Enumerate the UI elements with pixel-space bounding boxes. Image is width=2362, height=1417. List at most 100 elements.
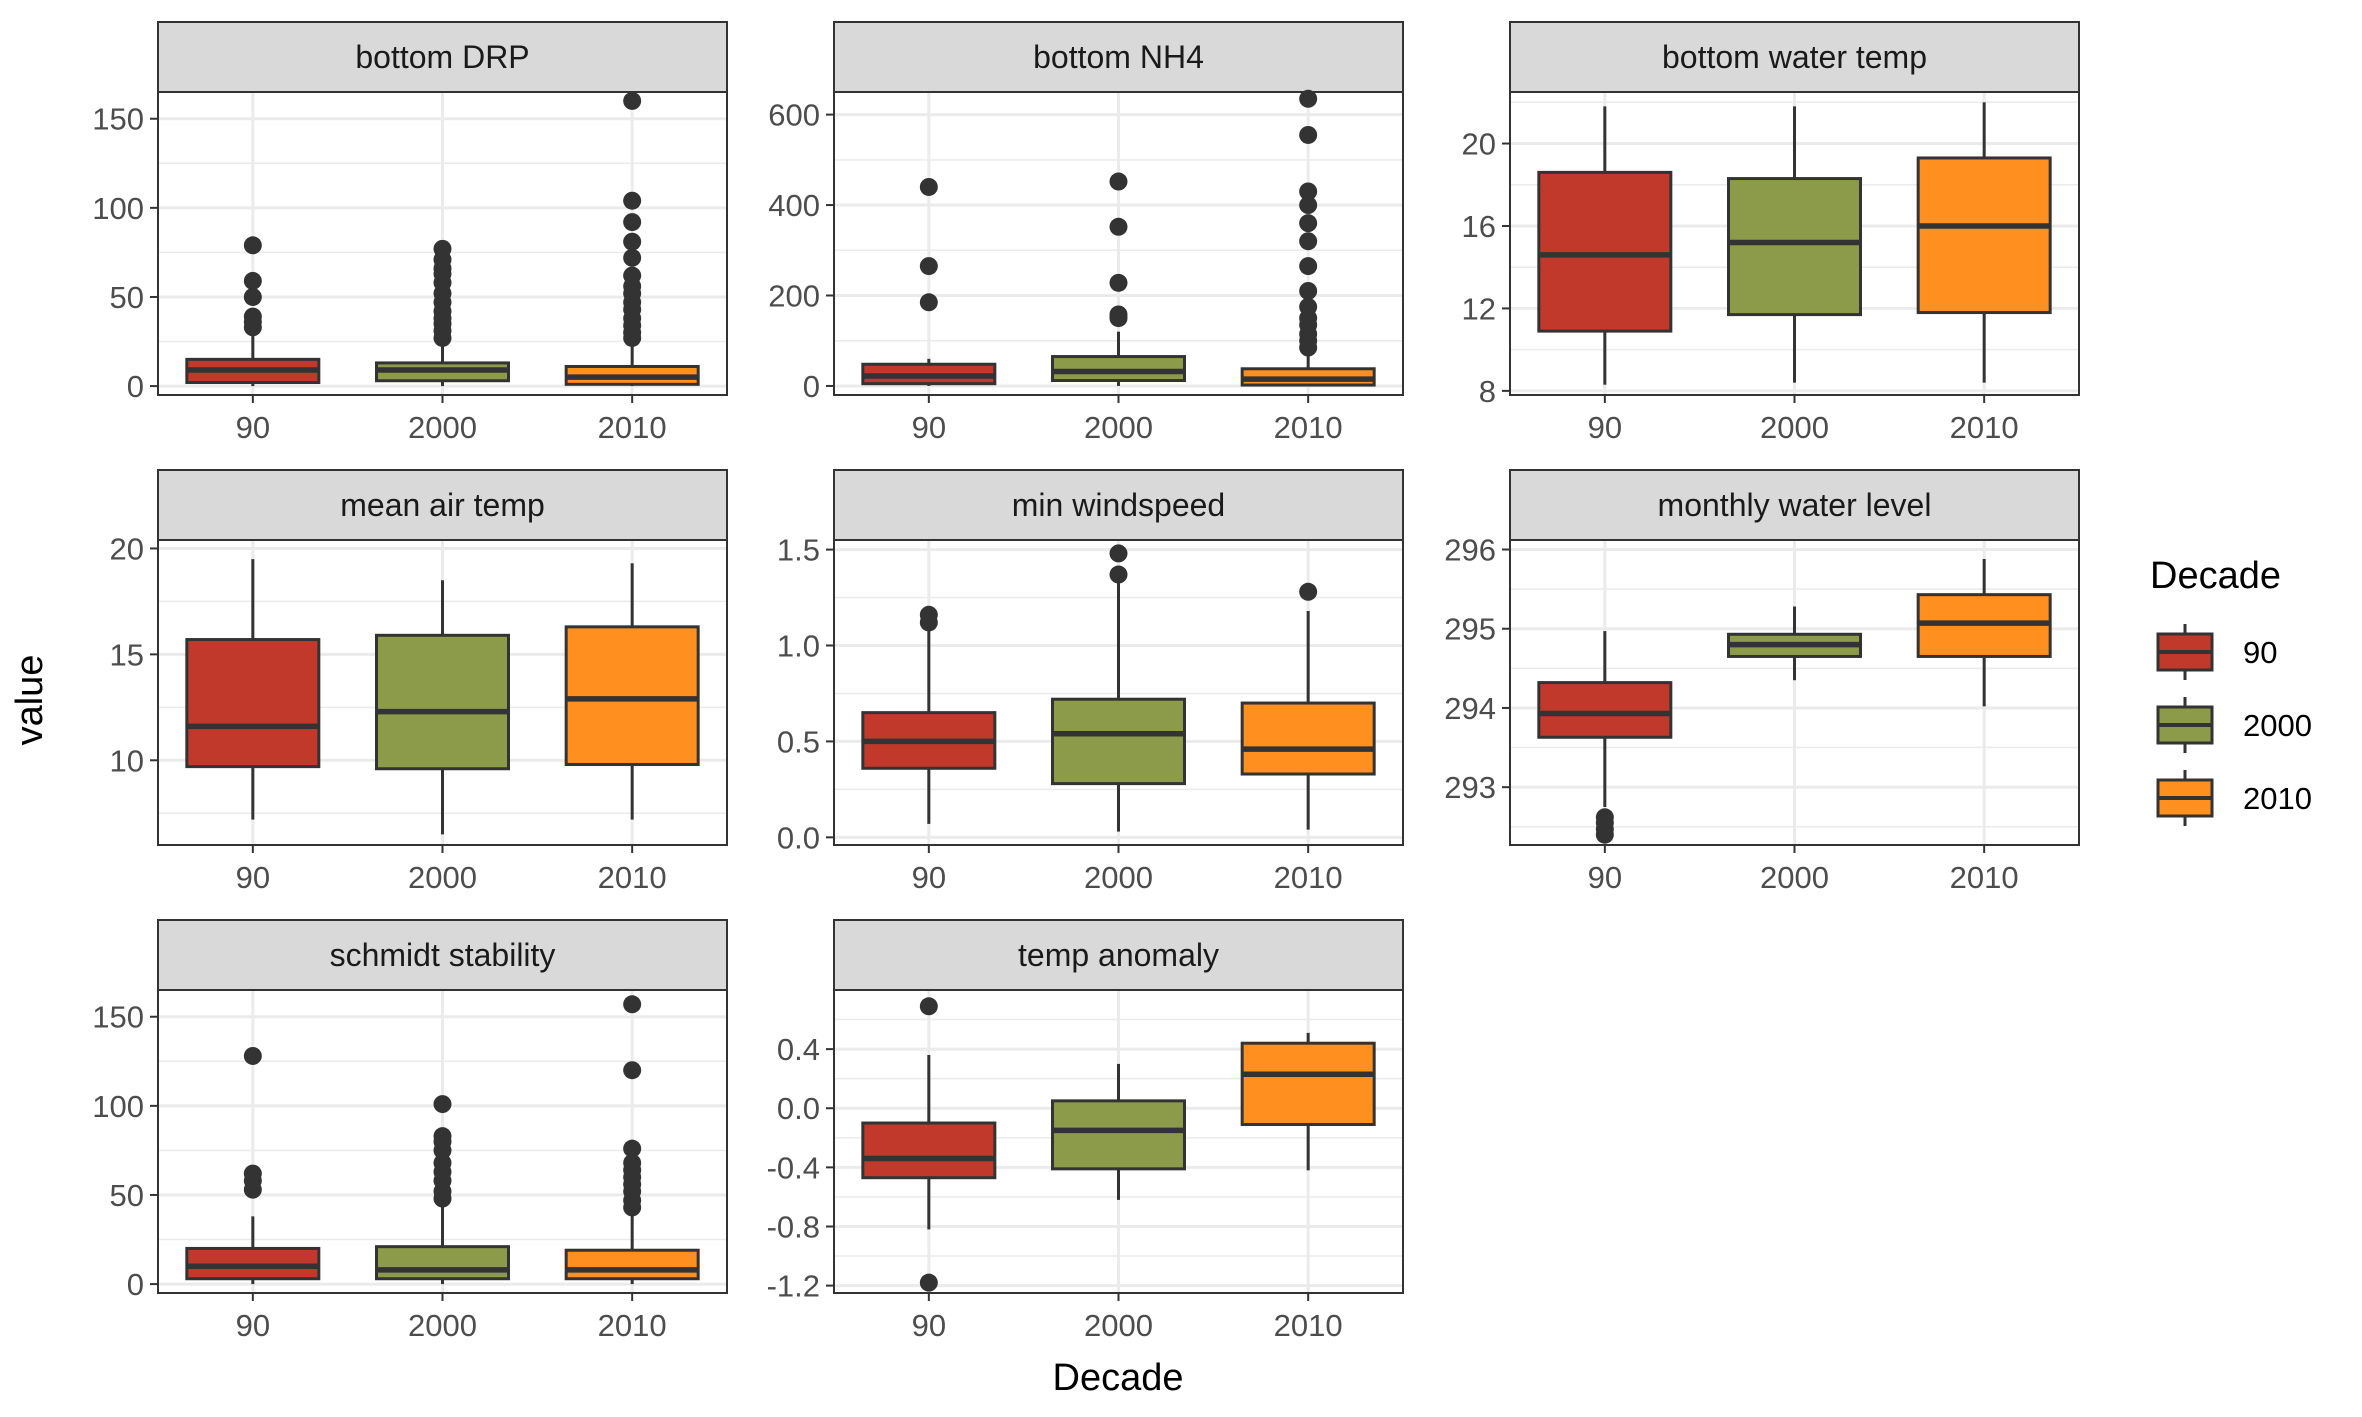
outlier-point <box>243 1164 262 1183</box>
iqr-box <box>1051 1099 1186 1171</box>
panel-border <box>1509 91 2080 396</box>
x-tick-label: 90 <box>1588 860 1622 895</box>
box-90 <box>1537 631 1673 844</box>
outlier-point <box>919 257 938 276</box>
panel-bottom-water-temp: bottom water temp 8 12 16 20 90 2000 2010 <box>1462 21 2080 445</box>
iqr-box <box>1051 355 1186 383</box>
facet-title: monthly water level <box>1658 487 1932 523</box>
outlier-point <box>623 191 642 210</box>
legend-label: 2000 <box>2243 708 2312 743</box>
box-90 <box>861 605 997 824</box>
facet-title: min windspeed <box>1012 487 1225 523</box>
y-tick-label: 1.0 <box>777 629 820 664</box>
outlier-point <box>919 605 938 624</box>
x-tick-label: 90 <box>912 1308 946 1343</box>
panel-border <box>833 91 1404 396</box>
panel-border <box>157 91 728 396</box>
y-tick-label: 0.4 <box>777 1032 820 1067</box>
outlier-point <box>623 1153 642 1172</box>
y-tick-label: -0.4 <box>767 1150 820 1185</box>
iqr-box <box>1537 170 1673 333</box>
facet-strip <box>1509 21 2080 93</box>
iqr-box <box>1537 681 1673 739</box>
panel-border <box>833 539 1404 846</box>
y-tick-label: 150 <box>92 1000 144 1035</box>
y-tick-label: 50 <box>110 280 144 315</box>
y-tick-label: 8 <box>1479 374 1496 409</box>
iqr-box <box>375 633 510 771</box>
panel-bottom-drp: bottom DRP 0 50 100 150 90 2000 2010 <box>92 21 728 445</box>
box-2000 <box>375 1095 510 1285</box>
outlier-point <box>1109 273 1128 292</box>
box-90 <box>185 236 321 387</box>
box-90 <box>1537 106 1673 385</box>
outlier-point <box>1299 281 1318 300</box>
outlier-point <box>1109 305 1128 324</box>
y-tick-label: 100 <box>92 1089 144 1124</box>
outlier-point <box>243 236 262 255</box>
legend-label: 90 <box>2243 635 2277 670</box>
x-tick-label: 2000 <box>1084 1308 1153 1343</box>
box-90 <box>861 177 997 386</box>
box-2000 <box>1051 544 1186 832</box>
panel-border <box>1509 539 2080 846</box>
box-2010 <box>564 995 700 1285</box>
panel-mean-air-temp: mean air temp 10 15 20 90 2000 2010 <box>110 469 728 895</box>
y-tick-label: 295 <box>1444 612 1496 647</box>
x-tick-label: 90 <box>912 860 946 895</box>
outlier-point <box>1299 232 1318 251</box>
iqr-box <box>1916 156 2052 315</box>
y-tick-label: 12 <box>1462 291 1496 326</box>
outlier-point <box>919 177 938 196</box>
panel-monthly-water-level: monthly water level 293 294 295 296 90 2000 201… <box>1444 469 2080 895</box>
iqr-box <box>564 625 700 767</box>
outlier-point <box>1109 172 1128 191</box>
outlier-point <box>433 1095 452 1114</box>
outlier-point <box>1109 217 1128 236</box>
legend-label: 2010 <box>2243 781 2312 816</box>
y-tick-label: 100 <box>92 191 144 226</box>
outlier-point <box>1299 257 1318 276</box>
outlier-point <box>1595 808 1614 827</box>
y-tick-label: 1.5 <box>777 533 820 568</box>
y-tick-label: 0.0 <box>777 820 820 855</box>
x-tick-label: 2010 <box>1274 410 1343 445</box>
box-2000 <box>1727 606 1862 681</box>
y-tick-label: -1.2 <box>767 1269 820 1304</box>
box-90 <box>861 997 997 1292</box>
x-tick-label: 90 <box>912 410 946 445</box>
y-tick-label: 10 <box>110 743 144 778</box>
outlier-point <box>1299 214 1318 233</box>
iqr-box <box>861 1121 997 1180</box>
x-tick-label: 2000 <box>1760 860 1829 895</box>
panel-border <box>157 539 728 846</box>
y-tick-label: 15 <box>110 637 144 672</box>
facet-strip <box>833 919 1404 991</box>
box-2000 <box>1051 172 1186 386</box>
facet-strip <box>157 21 728 93</box>
outlier-point <box>919 997 938 1016</box>
iqr-box <box>185 638 321 769</box>
outlier-point <box>1299 297 1318 316</box>
outlier-point <box>1299 196 1318 215</box>
iqr-box <box>1051 697 1186 786</box>
box-2010 <box>1916 102 2052 383</box>
y-tick-label: 50 <box>110 1178 144 1213</box>
x-tick-label: 2010 <box>598 410 667 445</box>
y-tick-label: 150 <box>92 102 144 137</box>
box-2010 <box>1240 582 1376 830</box>
outlier-point <box>243 1046 262 1065</box>
panel-schmidt-stability: schmidt stability 0 50 100 150 90 2000 2010 <box>92 919 728 1343</box>
x-tick-label: 2010 <box>1274 1308 1343 1343</box>
x-tick-label: 90 <box>236 860 270 895</box>
panel-bottom-nh4: bottom NH4 0 200 400 600 90 2000 2010 <box>768 21 1404 445</box>
facet-title: temp anomaly <box>1018 937 1219 973</box>
x-tick-label: 2000 <box>408 410 477 445</box>
x-tick-label: 90 <box>1588 410 1622 445</box>
outlier-point <box>433 1153 452 1172</box>
facet-title: mean air temp <box>340 487 545 523</box>
x-tick-label: 2000 <box>1760 410 1829 445</box>
y-tick-label: 293 <box>1444 770 1496 805</box>
